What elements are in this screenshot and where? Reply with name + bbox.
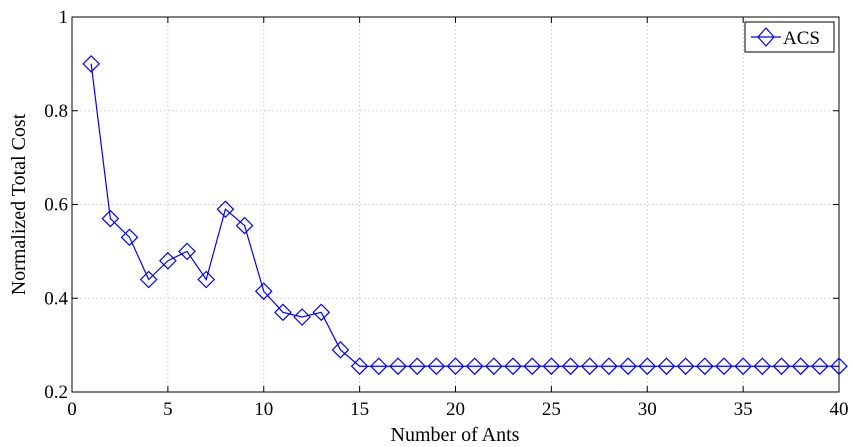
x-tick-label: 5 [163, 399, 173, 420]
data-point-marker [235, 216, 254, 235]
data-point-marker [638, 357, 657, 376]
data-point-marker [619, 357, 637, 376]
data-point-marker [293, 308, 311, 326]
data-point-marker [715, 357, 733, 376]
x-tick-label: 25 [542, 399, 561, 420]
data-point-marker [446, 357, 465, 376]
x-tick-label: 20 [446, 399, 465, 420]
data-point-marker [178, 242, 196, 261]
data-point-marker [101, 209, 120, 228]
grid [72, 17, 839, 392]
data-point-marker [791, 357, 810, 376]
data-point-marker [120, 228, 139, 247]
data-point-marker [695, 357, 714, 376]
data-point-marker [159, 251, 177, 270]
x-tick-label: 0 [67, 399, 77, 420]
data-point-marker [369, 357, 388, 376]
data-point-marker [197, 270, 216, 289]
y-tick-label: 1 [59, 7, 69, 28]
axis-ticks: 0 5 10 15 20 25 30 35 40 0.2 0.4 0.6 0.8 1 [44, 7, 848, 420]
data-point-marker [580, 357, 599, 376]
x-axis-label: Number of Ants [391, 424, 520, 446]
data-point-marker [753, 357, 772, 376]
data-point-marker [465, 357, 484, 376]
legend-label: ACS [783, 28, 820, 49]
data-point-marker [485, 357, 503, 376]
series-acs [82, 55, 848, 376]
x-tick-label: 10 [254, 399, 273, 420]
data-point-marker [274, 303, 292, 322]
data-point-marker [734, 357, 752, 376]
y-tick-label: 0.4 [44, 288, 68, 309]
data-point-marker [216, 200, 235, 219]
data-point-marker [810, 357, 829, 376]
data-point-marker [389, 357, 407, 376]
data-point-marker [331, 340, 350, 359]
y-tick-label: 0.2 [44, 382, 68, 403]
y-axis-label: Normalized Total Cost [8, 113, 30, 295]
data-point-marker [542, 357, 561, 376]
y-tick-label: 0.8 [44, 101, 68, 122]
data-point-marker [408, 357, 426, 376]
data-point-marker [350, 357, 369, 376]
x-tick-label: 40 [830, 399, 849, 420]
legend: ACS [744, 21, 835, 53]
data-point-marker [830, 357, 848, 376]
legend-marker [757, 27, 775, 47]
data-point-marker [523, 357, 542, 376]
y-tick-label: 0.6 [44, 195, 68, 216]
data-point-marker [504, 357, 522, 376]
data-point-marker [561, 357, 580, 376]
data-point-marker [312, 303, 331, 322]
data-point-marker [676, 357, 695, 376]
data-point-marker [82, 55, 101, 73]
data-point-marker [600, 357, 618, 376]
data-point-marker [427, 357, 446, 376]
data-point-marker [772, 357, 791, 376]
x-tick-label: 15 [350, 399, 369, 420]
x-tick-label: 30 [638, 399, 657, 420]
data-point-marker [657, 357, 676, 376]
series-line [90, 63, 839, 367]
data-point-marker [139, 270, 158, 289]
x-tick-label: 35 [734, 399, 753, 420]
data-point-marker [254, 282, 273, 301]
